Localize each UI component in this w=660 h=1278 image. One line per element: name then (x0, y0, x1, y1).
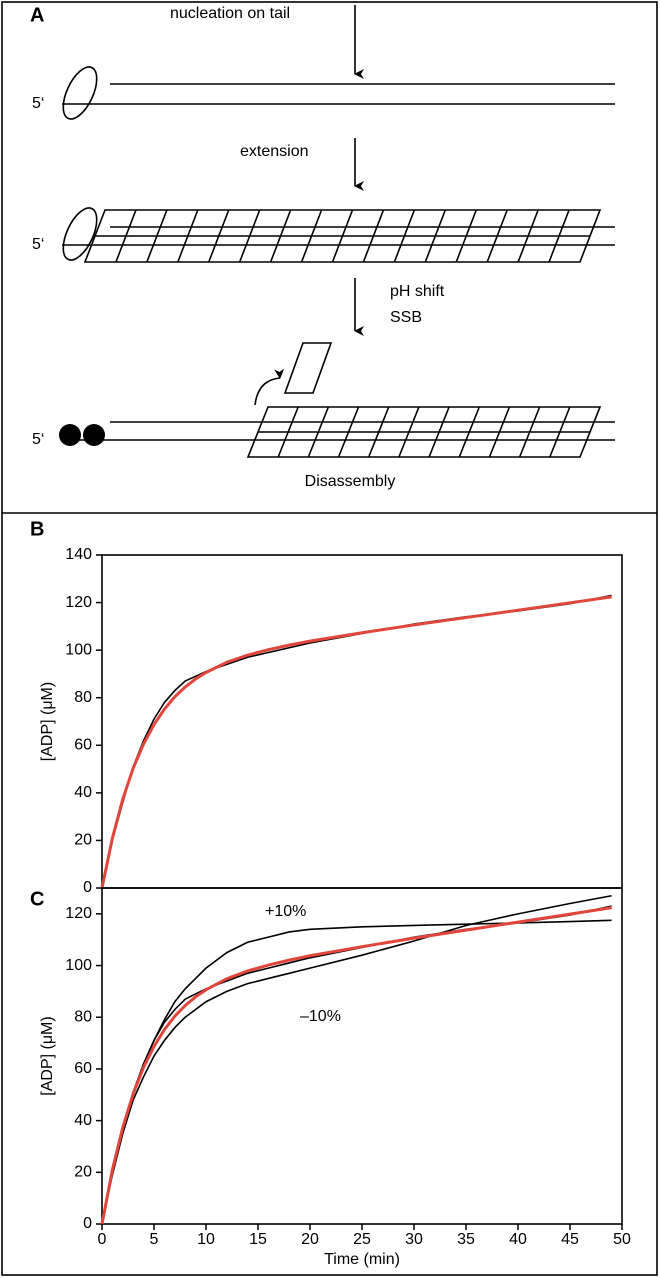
x-tick-label: 15 (249, 1231, 267, 1248)
y-tick-label: 60 (74, 737, 92, 754)
y-tick-label: 20 (74, 832, 92, 849)
step-label: SSB (390, 309, 422, 326)
x-tick-label: 30 (405, 1231, 423, 1248)
series-line (101, 919, 612, 1225)
y-axis-label: [ADP] (μM) (39, 1016, 56, 1095)
y-tick-label: 0 (83, 1215, 92, 1232)
caption: Disassembly (305, 473, 396, 490)
x-axis-label: Time (min) (324, 1251, 400, 1268)
filament-line (488, 406, 511, 458)
plot-frame (101, 887, 623, 1225)
x-tick-label: 45 (561, 1231, 579, 1248)
step-label: extension (240, 143, 309, 160)
protein (62, 66, 98, 120)
panel-label: C (30, 888, 44, 910)
filament-line (337, 406, 360, 458)
filament-line (486, 209, 508, 263)
filament-line (146, 209, 168, 263)
filament-outline (246, 406, 602, 458)
y-tick-label: 40 (74, 1112, 92, 1129)
x-tick-label: 25 (353, 1231, 371, 1248)
five-prime: 5‘ (32, 236, 44, 253)
protein (62, 207, 98, 261)
five-prime: 5‘ (32, 431, 44, 448)
y-tick-label: 0 (83, 879, 92, 896)
series-line (101, 894, 612, 1225)
x-tick-label: 10 (197, 1231, 215, 1248)
x-tick-label: 0 (98, 1231, 107, 1248)
filament-line (300, 209, 323, 263)
y-tick-label: 60 (74, 1060, 92, 1077)
filament-line (455, 209, 477, 263)
filament-line (367, 406, 390, 458)
ssb (83, 424, 105, 446)
x-tick-label: 20 (301, 1231, 319, 1248)
filament-line (393, 209, 416, 263)
released-segment (283, 342, 333, 394)
filament-line (277, 406, 299, 458)
y-axis-label: [ADP] (μM) (39, 682, 56, 761)
y-tick-label: 20 (74, 1164, 92, 1181)
curved-arrow (254, 368, 285, 406)
filament-line (115, 209, 137, 263)
series-line (101, 905, 612, 1225)
y-tick-label: 80 (74, 1008, 92, 1025)
series-line (100, 595, 612, 889)
annotation: +10% (265, 903, 306, 920)
filament-line (238, 209, 261, 263)
filament-line (362, 209, 385, 263)
filament-line (269, 209, 292, 263)
filament-line (518, 406, 541, 458)
filament-line (208, 209, 230, 263)
annotation: –10% (300, 1008, 341, 1025)
filament-line (458, 406, 481, 458)
filament-line (177, 209, 199, 263)
filament-line (517, 209, 539, 263)
filament-line (548, 209, 570, 263)
filament-line (331, 209, 354, 263)
series-line (100, 906, 612, 1225)
x-tick-label: 50 (613, 1231, 631, 1248)
filament-line (424, 209, 447, 263)
series-line (101, 594, 612, 889)
y-tick-label: 100 (65, 641, 92, 658)
five-prime: 5‘ (32, 95, 44, 112)
x-tick-label: 5 (150, 1231, 159, 1248)
filament (246, 406, 602, 458)
y-tick-label: 120 (65, 594, 92, 611)
ssb (59, 424, 81, 446)
y-tick-label: 140 (65, 546, 92, 563)
plot-frame (101, 554, 623, 889)
y-tick-label: 80 (74, 689, 92, 706)
filament-line (307, 406, 330, 458)
filament-line (398, 406, 420, 458)
x-tick-label: 40 (509, 1231, 527, 1248)
y-tick-label: 120 (65, 905, 92, 922)
y-tick-label: 100 (65, 957, 92, 974)
x-tick-label: 35 (457, 1231, 475, 1248)
step-label: pH shift (390, 283, 445, 300)
y-tick-label: 40 (74, 784, 92, 801)
filament-line (549, 406, 571, 458)
panel-label: A (30, 4, 44, 26)
filament (83, 209, 602, 263)
panel-label: B (30, 518, 44, 540)
step-label: nucleation on tail (170, 5, 290, 22)
filament-outline (83, 209, 602, 263)
filament-line (428, 406, 450, 458)
